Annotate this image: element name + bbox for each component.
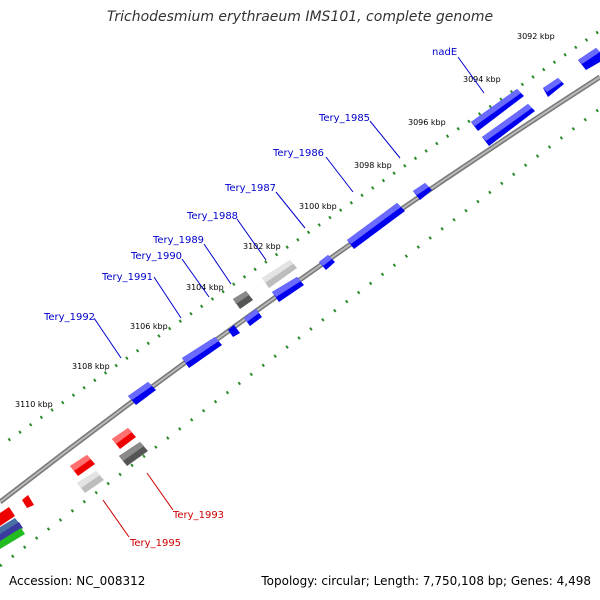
reverse-gene-labels: Tery_1993 Tery_1995: [129, 510, 224, 549]
scale-label: 3100 kbp: [299, 202, 337, 211]
scale-label: 3098 kbp: [354, 161, 392, 170]
edge-features: [0, 518, 25, 549]
edge-feature-block[interactable]: [0, 518, 19, 535]
feature-block[interactable]: [77, 471, 104, 493]
feature-block[interactable]: [262, 260, 297, 288]
gene-label-tery-1987[interactable]: Tery_1987: [224, 183, 276, 194]
gene-block-nadE[interactable]: [471, 89, 524, 131]
feature-block[interactable]: [119, 442, 148, 466]
gene-block[interactable]: [272, 277, 304, 302]
reverse-genes: [0, 428, 136, 526]
forward-leader-lines: [93, 56, 485, 359]
feature-block[interactable]: [233, 291, 253, 309]
gene-block[interactable]: [22, 495, 34, 508]
gene-label-tery-1992[interactable]: Tery_1992: [43, 312, 95, 323]
gene-label-nadE[interactable]: nadE: [432, 47, 457, 58]
gene-label-tery-1985[interactable]: Tery_1985: [318, 113, 370, 124]
gene-block[interactable]: [543, 78, 564, 97]
gene-label-tery-1988[interactable]: Tery_1988: [186, 211, 238, 222]
reverse-leader-lines: [102, 472, 174, 538]
gene-block[interactable]: [319, 255, 335, 270]
edge-feature-block[interactable]: [0, 522, 23, 542]
edge-feature-block[interactable]: [0, 528, 25, 549]
scale-label: 3106 kbp: [130, 322, 168, 331]
map-title: Trichodesmium erythraeum IMS101, complet…: [106, 9, 494, 25]
scale-label: 3104 kbp: [186, 283, 224, 292]
gene-block[interactable]: [413, 183, 432, 200]
scale-label: 3102 kbp: [243, 242, 281, 251]
gene-label-tery-1990[interactable]: Tery_1990: [130, 251, 182, 262]
gene-label-tery-1986[interactable]: Tery_1986: [272, 148, 324, 159]
gene-block[interactable]: [0, 507, 15, 526]
scale-label: 3094 kbp: [463, 75, 501, 84]
forward-gene-labels: nadE Tery_1985 Tery_1986 Tery_1987 Tery_…: [43, 47, 457, 323]
accession-text: Accession: NC_008312: [9, 574, 146, 588]
genome-backbone: [0, 74, 600, 504]
gene-block[interactable]: [244, 309, 262, 326]
gene-block[interactable]: [228, 325, 240, 337]
scale-label: 3092 kbp: [517, 32, 555, 41]
gene-label-tery-1993[interactable]: Tery_1993: [172, 510, 224, 521]
gene-label-tery-1991[interactable]: Tery_1991: [101, 272, 153, 283]
gene-block-tery-1993[interactable]: [112, 428, 136, 449]
scale-label: 3108 kbp: [72, 362, 110, 371]
gene-block[interactable]: [347, 203, 405, 249]
gene-block[interactable]: [482, 104, 535, 146]
gene-label-tery-1989[interactable]: Tery_1989: [152, 235, 204, 246]
gene-block[interactable]: [578, 48, 600, 70]
genome-summary-text: Topology: circular; Length: 7,750,108 bp…: [261, 574, 591, 588]
gene-label-tery-1995[interactable]: Tery_1995: [129, 538, 181, 549]
gene-block-tery-1995[interactable]: [70, 455, 95, 476]
forward-genes: [128, 48, 600, 405]
scale-label: 3110 kbp: [15, 400, 53, 409]
scale-labels: 3092 kbp 3094 kbp 3096 kbp 3098 kbp 3100…: [15, 32, 555, 409]
outer-tick-track: [0, 30, 599, 448]
genome-backbone-highlight: [0, 76, 600, 503]
scale-label: 3096 kbp: [408, 118, 446, 127]
gene-block[interactable]: [128, 382, 156, 405]
inner-tick-track: [0, 108, 599, 568]
other-features: [77, 260, 297, 493]
gene-block[interactable]: [182, 337, 222, 368]
